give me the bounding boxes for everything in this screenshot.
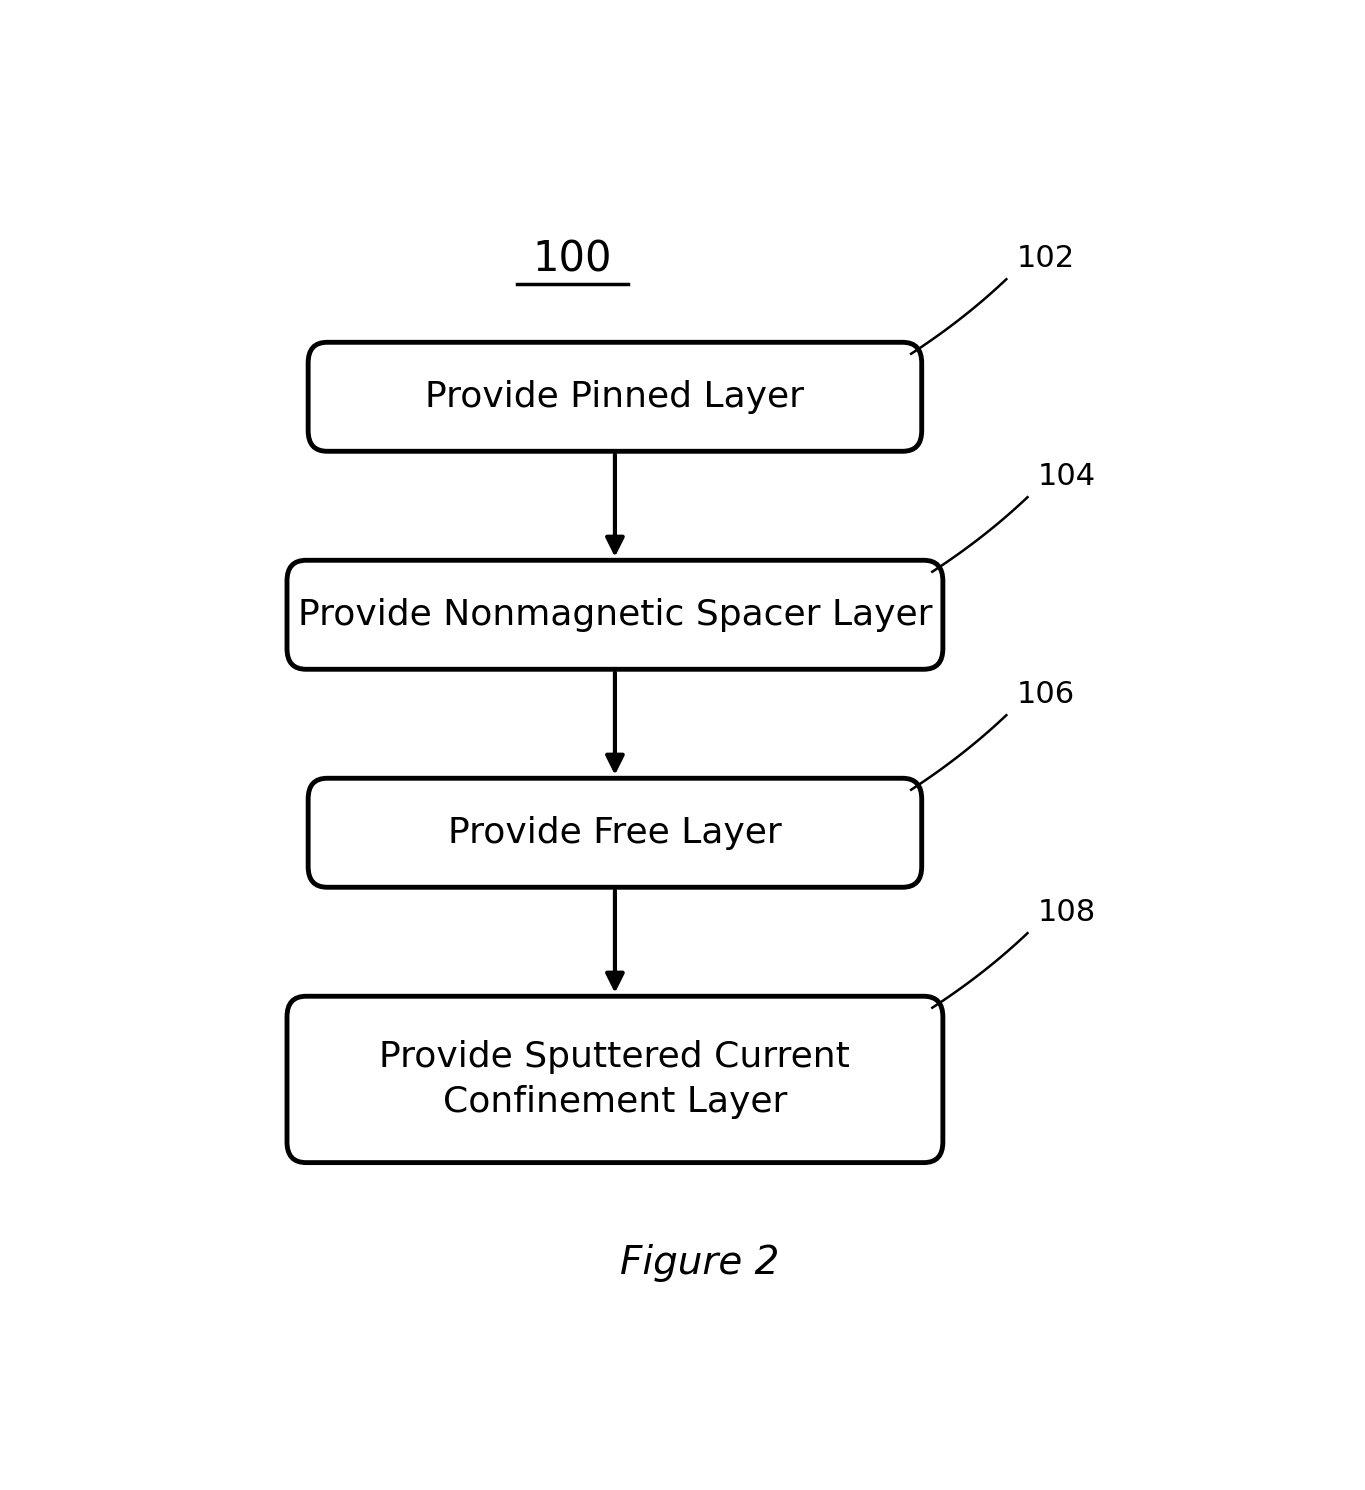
Text: Figure 2: Figure 2 <box>620 1244 779 1281</box>
Text: Provide Sputtered Current
Confinement Layer: Provide Sputtered Current Confinement La… <box>379 1040 850 1119</box>
FancyBboxPatch shape <box>287 560 943 669</box>
Text: 106: 106 <box>1017 681 1076 709</box>
FancyBboxPatch shape <box>308 343 921 451</box>
Text: 104: 104 <box>1037 462 1096 492</box>
Text: Provide Free Layer: Provide Free Layer <box>448 815 782 849</box>
Text: 100: 100 <box>532 238 613 280</box>
FancyBboxPatch shape <box>308 778 921 887</box>
Text: 102: 102 <box>1017 244 1076 274</box>
FancyBboxPatch shape <box>287 997 943 1162</box>
Text: Provide Nonmagnetic Spacer Layer: Provide Nonmagnetic Spacer Layer <box>298 597 932 632</box>
Text: 108: 108 <box>1037 898 1096 927</box>
Text: Provide Pinned Layer: Provide Pinned Layer <box>426 380 804 414</box>
